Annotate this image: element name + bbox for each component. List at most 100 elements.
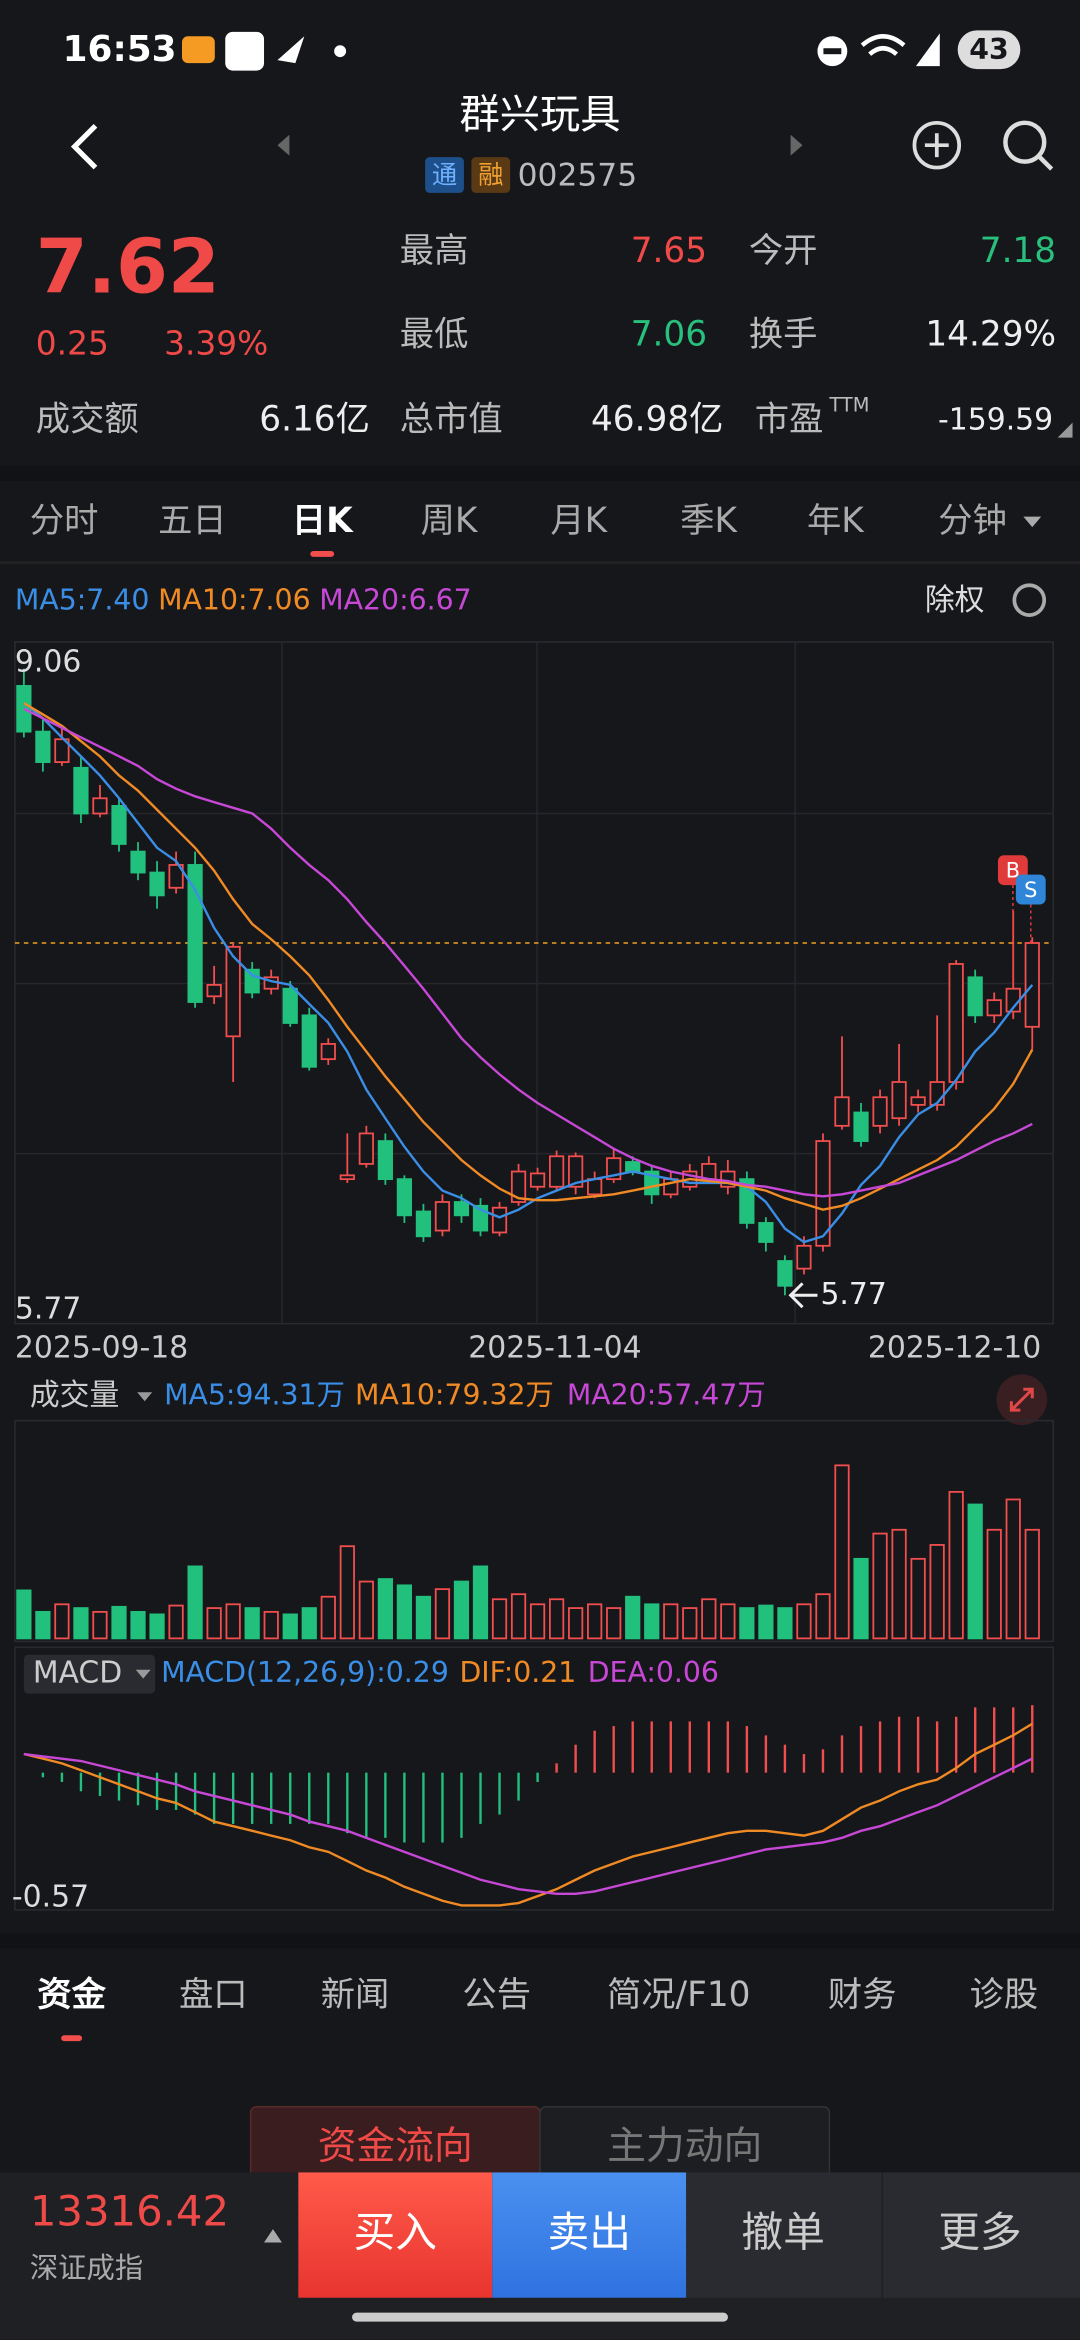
volume-bar bbox=[739, 1607, 755, 1640]
candle-body bbox=[491, 1206, 508, 1234]
period-tabs: 分时 五日 日K 周K 月K 季K 年K 分钟 bbox=[30, 501, 1042, 557]
dropdown[interactable] bbox=[137, 1392, 153, 1402]
change-pct: 3.39% bbox=[164, 325, 268, 363]
period-tab[interactable]: 月K bbox=[550, 501, 608, 541]
volume-bar bbox=[92, 1610, 108, 1640]
date-label: 2025-09-18 bbox=[15, 1331, 188, 1366]
settings-button[interactable] bbox=[1012, 583, 1047, 617]
volume-bar bbox=[929, 1544, 945, 1640]
candle-body bbox=[834, 1096, 850, 1127]
volume-bar bbox=[73, 1607, 89, 1640]
back-button[interactable] bbox=[70, 123, 98, 170]
candle-body bbox=[377, 1140, 393, 1181]
stat-label: 成交额 bbox=[36, 400, 139, 440]
volume-bar bbox=[472, 1565, 489, 1640]
ma-legend: MA10:7.06 bbox=[158, 584, 311, 617]
period-tab[interactable]: 分时 bbox=[30, 501, 99, 541]
period-tab[interactable]: 日K bbox=[292, 501, 354, 541]
volume-bar bbox=[510, 1593, 527, 1640]
next-stock[interactable] bbox=[790, 134, 803, 156]
sell-marker-text: S bbox=[1024, 878, 1037, 902]
stat-value: -159.59 bbox=[938, 403, 1053, 438]
expand-icon bbox=[1009, 1387, 1034, 1412]
kline-chart bbox=[14, 668, 1054, 1296]
volume-bar bbox=[54, 1603, 70, 1640]
more-button[interactable] bbox=[883, 2172, 1080, 2298]
signal-icon bbox=[915, 33, 940, 67]
period-tab[interactable]: 分钟 bbox=[938, 501, 1007, 541]
info-tab[interactable]: 盘口 bbox=[179, 1975, 248, 2015]
candle-body bbox=[206, 984, 222, 998]
divider bbox=[0, 561, 1080, 565]
macd-min-label: -0.57 bbox=[12, 1879, 89, 1914]
button-label: 更多 bbox=[938, 2208, 1022, 2257]
panel-label: 成交量 bbox=[30, 1378, 119, 1413]
dropdown bbox=[1023, 516, 1042, 528]
info-tab[interactable]: 简况/F10 bbox=[607, 1975, 751, 2015]
sell-button[interactable] bbox=[492, 2172, 687, 2298]
volume-chart bbox=[16, 1464, 1040, 1640]
volume-frame bbox=[14, 1419, 1054, 1643]
button-label: 买入 bbox=[354, 2208, 438, 2257]
period-tab[interactable]: 五日 bbox=[158, 501, 227, 541]
info-tab[interactable]: 新闻 bbox=[321, 1975, 390, 2015]
app-icon bbox=[225, 31, 265, 71]
date-label: 2025-12-10 bbox=[868, 1331, 1041, 1366]
volume-bar bbox=[168, 1604, 184, 1640]
volume-bar bbox=[701, 1598, 717, 1640]
candle-body bbox=[339, 1174, 355, 1181]
macd-selector[interactable] bbox=[23, 1654, 156, 1694]
candle-body bbox=[587, 1178, 603, 1196]
volume-bar bbox=[568, 1607, 584, 1640]
volume-bar bbox=[872, 1532, 888, 1640]
ma-line bbox=[23, 702, 1034, 1244]
volume-bar bbox=[720, 1603, 736, 1640]
info-tab[interactable]: 诊股 bbox=[970, 1975, 1039, 2015]
volume-bar bbox=[491, 1598, 508, 1640]
period-tab[interactable]: 季K bbox=[680, 501, 738, 541]
candle-body bbox=[872, 1096, 888, 1127]
marker-line bbox=[1012, 885, 1032, 986]
adjust-button[interactable]: 除权 bbox=[925, 583, 985, 618]
candle-body bbox=[54, 738, 70, 763]
macd-chart bbox=[23, 1705, 1034, 1907]
buy-button[interactable] bbox=[298, 2172, 493, 2298]
volume-bar bbox=[434, 1588, 451, 1640]
dot bbox=[334, 45, 347, 58]
subtab-label: 资金流向 bbox=[318, 2124, 473, 2169]
add-button[interactable] bbox=[912, 120, 962, 170]
price: 7.62 bbox=[36, 223, 220, 310]
candle-body bbox=[453, 1201, 470, 1217]
cancel-button[interactable] bbox=[686, 2172, 882, 2298]
subtab-label: 主力动向 bbox=[607, 2124, 762, 2169]
macd-frame bbox=[14, 1646, 1054, 1911]
volume-bar bbox=[910, 1557, 926, 1640]
candle-body bbox=[92, 797, 108, 815]
stat-label-sup: TTM bbox=[828, 394, 869, 417]
tag bbox=[425, 157, 464, 193]
volume-bar bbox=[548, 1598, 565, 1640]
stat-label: 最低 bbox=[400, 315, 469, 355]
volume-bar bbox=[815, 1593, 831, 1640]
tab-indicator bbox=[310, 550, 335, 557]
info-tab[interactable]: 财务 bbox=[828, 1975, 897, 2015]
index-value: 13316.42 bbox=[30, 2187, 229, 2236]
candle-body bbox=[986, 999, 1002, 1017]
candle-body bbox=[777, 1260, 793, 1287]
period-tab[interactable]: 年K bbox=[807, 501, 865, 541]
info-tab[interactable]: 资金 bbox=[37, 1975, 106, 2015]
candle-body bbox=[244, 968, 260, 994]
prev-stock[interactable] bbox=[277, 134, 290, 156]
volume-bar bbox=[16, 1589, 32, 1640]
search-button[interactable] bbox=[1003, 120, 1047, 164]
stat-value: 46.98亿 bbox=[591, 400, 723, 440]
candle-body bbox=[396, 1178, 413, 1217]
add-icon bbox=[924, 133, 949, 158]
vol-legend: MA20:57.47万 bbox=[567, 1379, 766, 1412]
info-tab[interactable]: 公告 bbox=[462, 1975, 531, 2015]
period-tab[interactable]: 周K bbox=[421, 501, 479, 541]
ma-legend: MA5:7.40 bbox=[15, 584, 149, 617]
app-icon bbox=[277, 36, 305, 64]
volume-bar bbox=[967, 1503, 983, 1640]
